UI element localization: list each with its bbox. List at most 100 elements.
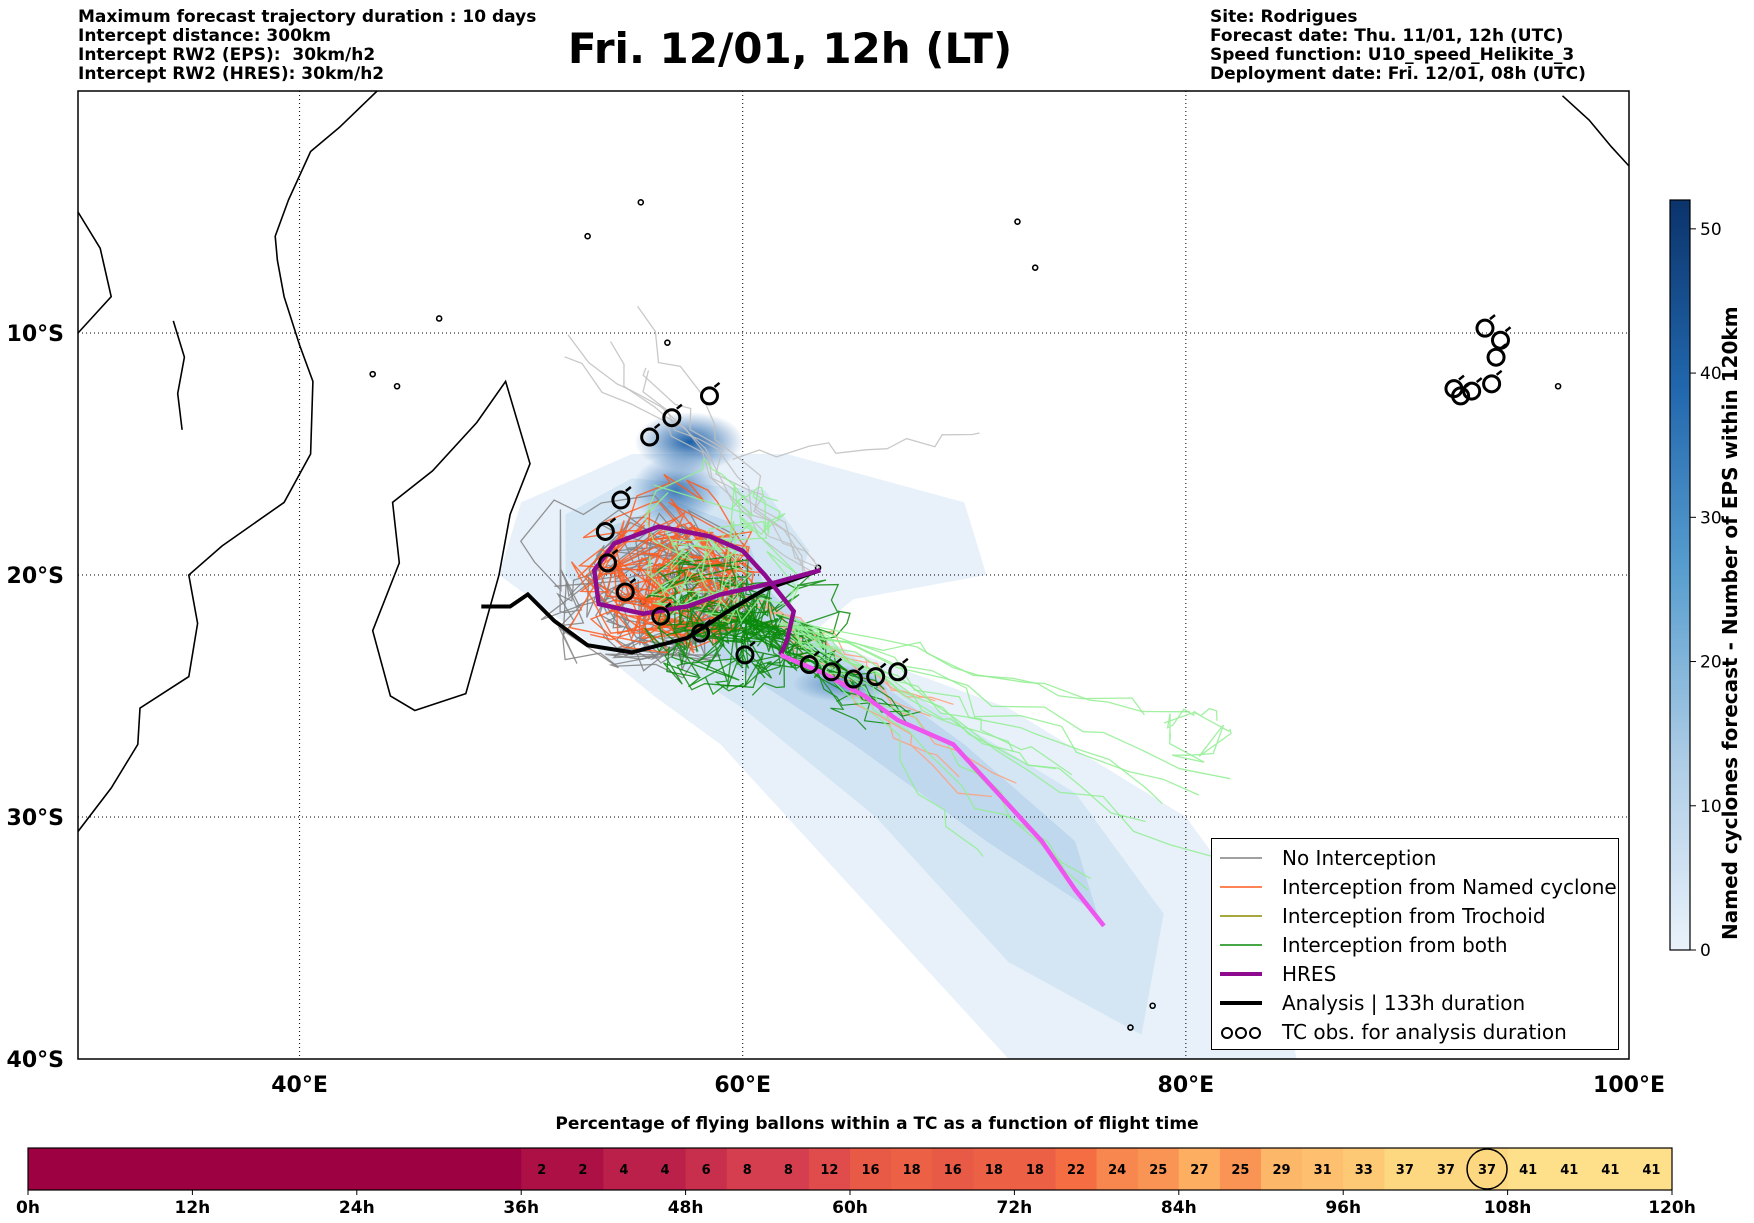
bar-cell-label: 8 <box>784 1163 793 1178</box>
tc-symbol <box>615 582 635 602</box>
island-outline <box>1031 264 1039 271</box>
ensemble-track <box>777 613 1191 713</box>
info-line: Maximum forecast trajectory duration : 1… <box>78 7 537 27</box>
tc-symbol-tail <box>857 665 865 672</box>
tc-symbol-tail <box>625 486 632 492</box>
tc-symbol <box>598 553 618 573</box>
bar-cell-label: 41 <box>1601 1163 1619 1178</box>
tc-symbol-tail <box>629 577 637 584</box>
bar-cell-label: 29 <box>1273 1163 1291 1178</box>
colorbar-tick-label: 50 <box>1700 220 1722 240</box>
graticule <box>78 91 1629 1059</box>
ensemble-track <box>637 306 821 569</box>
colorbar-title: Named cyclones forecast - Number of EPS … <box>1718 306 1742 940</box>
ensemble-track <box>777 622 1146 823</box>
axis-ticks: 40°E 60°E 80°E 100°E 10°S 20°S 30°S 40°S <box>7 322 1665 1098</box>
bar-cell <box>521 1148 563 1190</box>
bar-cell-label: 18 <box>903 1163 921 1178</box>
bar-cell <box>1425 1148 1467 1190</box>
bar-tick-label: 120h <box>1648 1198 1696 1218</box>
bar-cell <box>767 1148 810 1190</box>
bar-cell <box>973 1148 1015 1190</box>
legend-swatch <box>1220 1000 1262 1005</box>
legend-label: Analysis | 133h duration <box>1282 990 1526 1015</box>
tc-symbol <box>799 655 819 675</box>
y-tick-label: 10°S <box>7 322 64 347</box>
legend-label: TC obs. for analysis duration <box>1282 1019 1567 1044</box>
ensemble-track <box>554 564 659 669</box>
tc-symbol <box>821 662 841 682</box>
africa-coast <box>78 91 379 832</box>
tc-symbol <box>662 408 682 428</box>
tc-symbol-tail <box>676 403 683 410</box>
bar-cell <box>603 1148 645 1190</box>
ensemble-track <box>732 432 980 461</box>
bar-cell <box>726 1148 769 1190</box>
ensemble-track <box>741 602 861 687</box>
legend-item: Interception from both <box>1220 930 1508 959</box>
bar-cell-label: 31 <box>1314 1163 1332 1178</box>
bar-cell <box>932 1148 974 1190</box>
bar-cell <box>1507 1148 1550 1190</box>
bar-cell-label: 16 <box>944 1163 962 1178</box>
info-line: Intercept distance: 300km <box>78 26 331 46</box>
ensemble-track <box>779 624 1014 753</box>
legend: No Interception Interception from Named … <box>1211 838 1619 1050</box>
tc-symbol-tail <box>653 423 661 430</box>
flight-time-bar: 2 2 4 4 6 8 8 12 16 18 16 18 18 22 24 25 27 25 29 31 33 37 37 3… <box>16 1147 1696 1218</box>
bar-cell-label: 24 <box>1108 1163 1126 1178</box>
bar-cell-label: 8 <box>743 1163 752 1178</box>
bar-cell <box>1302 1148 1344 1190</box>
info-line: Deployment date: Fri. 12/01, 08h (UTC) <box>1210 64 1586 84</box>
island-outline <box>664 339 671 346</box>
bar-tick-label: 60h <box>832 1198 868 1218</box>
density-core <box>634 411 745 472</box>
bar-cell <box>274 1148 317 1190</box>
bar-cell-label: 27 <box>1190 1163 1208 1178</box>
bar-cell <box>1137 1148 1180 1190</box>
bar-cell-label: 37 <box>1437 1163 1455 1178</box>
bar-cell-label: 18 <box>985 1163 1003 1178</box>
bar-cell <box>1589 1148 1632 1190</box>
tc-symbol-tail <box>609 517 617 524</box>
colorbar-ticks: 0 10 20 30 40 50 <box>1690 220 1722 961</box>
ensemble-track <box>1163 707 1232 763</box>
tc-observations <box>595 314 1512 689</box>
legend-label: HRES <box>1282 961 1337 986</box>
y-tick-label: 20°S <box>7 564 64 589</box>
legend-label: Interception from both <box>1282 932 1508 957</box>
tc-symbol-tail <box>704 619 712 626</box>
bar-tick-label: 72h <box>997 1198 1033 1218</box>
tc-symbol-tail <box>1504 326 1512 333</box>
ensemble-tracks <box>519 306 1232 891</box>
map-frame <box>77 90 1630 1060</box>
bar-cell <box>356 1148 399 1190</box>
bar-cell <box>1055 1148 1098 1190</box>
bar-cell <box>1548 1148 1591 1190</box>
bar-cell <box>644 1148 687 1190</box>
ensemble-track <box>607 525 755 645</box>
bar-cell <box>562 1148 604 1190</box>
x-tick-label: 40°E <box>271 1073 328 1098</box>
bar-cell <box>151 1148 193 1190</box>
legend-item: Interception from Trochoid <box>1220 901 1546 930</box>
bar-cell-label: 16 <box>862 1163 880 1178</box>
bar-tick-label: 84h <box>1161 1198 1197 1218</box>
ensemble-track <box>790 620 1073 776</box>
legend-item: TC obs. for analysis duration <box>1220 1017 1567 1046</box>
ensemble-track <box>730 606 852 703</box>
colorbar-tick-label: 0 <box>1700 941 1711 961</box>
colorbar-tick-label: 40 <box>1700 364 1722 384</box>
bar-cell-label: 4 <box>661 1163 670 1178</box>
tc-symbol <box>651 606 671 626</box>
bar-cell-label: 37 <box>1396 1163 1414 1178</box>
tc-symbol-tail <box>1458 374 1465 381</box>
bar-cell-label: 22 <box>1067 1163 1085 1178</box>
island-outline <box>1554 382 1562 390</box>
tc-symbol <box>866 667 886 687</box>
ensemble-track <box>793 626 1214 858</box>
legend-swatch <box>1220 885 1262 888</box>
tc-symbol-tail <box>1475 377 1483 384</box>
tc-symbol <box>844 669 863 689</box>
bar-cell <box>1219 1148 1262 1190</box>
